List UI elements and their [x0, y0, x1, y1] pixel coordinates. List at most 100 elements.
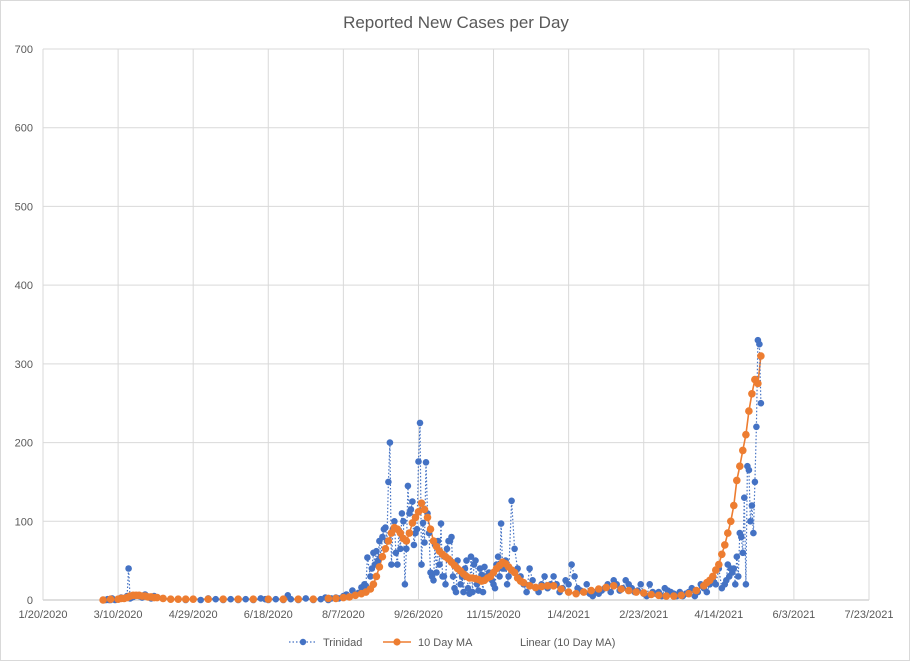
trinidad-point: [503, 581, 511, 588]
trinidad-point: [750, 529, 757, 537]
ma-point: [264, 595, 273, 603]
ma-series-layer: [103, 355, 762, 601]
trinidad-point: [703, 588, 711, 596]
ma-point: [662, 592, 671, 600]
trinidad-point: [367, 573, 374, 580]
x-tick-label: 9/26/2020: [394, 609, 443, 621]
ma-point: [219, 595, 227, 603]
trinidad-point: [565, 581, 572, 588]
ma-point: [742, 430, 750, 439]
ma-point: [617, 585, 625, 593]
ma-point: [525, 582, 534, 590]
ma-point: [654, 591, 663, 600]
ma-point: [153, 593, 161, 602]
legend-marker-10-day-ma: [393, 638, 401, 646]
ma-point: [730, 501, 738, 510]
trinidad-point: [422, 459, 430, 466]
trinidad-point: [379, 533, 386, 541]
trinidad-point: [472, 557, 479, 564]
ma-point: [369, 580, 378, 589]
trinidad-point: [419, 519, 427, 527]
ma-point: [189, 595, 197, 603]
ma-point: [174, 595, 182, 603]
ma-point: [402, 537, 411, 545]
y-tick-label: 700: [15, 44, 33, 56]
ma-point: [670, 592, 678, 600]
ma-point: [733, 476, 741, 485]
ma-point: [531, 583, 540, 592]
trinidad-point: [398, 510, 406, 517]
ma-point: [372, 572, 381, 581]
trinidad-point: [415, 458, 422, 465]
ma-point: [309, 595, 318, 603]
trinidad-point: [403, 545, 410, 553]
trinidad-point: [430, 577, 437, 584]
trinidad-point: [437, 520, 445, 527]
ma-point: [572, 589, 580, 598]
trinidad-point: [394, 561, 401, 568]
trinidad-point: [541, 573, 548, 580]
trinidad-point: [568, 561, 575, 568]
y-tick-labels: 0 100 200 300 400 500 600 700: [15, 44, 33, 607]
ma-point: [543, 582, 552, 590]
y-tick-label: 100: [15, 516, 33, 528]
trinidad-point: [401, 581, 409, 588]
ma-point: [579, 588, 588, 596]
ma-point: [602, 583, 610, 592]
ma-point: [204, 595, 212, 603]
trinidad-point: [463, 557, 470, 564]
trinidad-point: [418, 561, 425, 568]
ma-point: [181, 595, 190, 603]
trinidad-point: [508, 497, 515, 505]
ma-point: [754, 379, 762, 388]
y-tick-label: 400: [15, 280, 33, 292]
x-tick-label: 1/20/2020: [19, 609, 68, 621]
trinidad-point: [756, 340, 763, 348]
legend: Trinidad 10 Day MA Linear (10 Day MA): [289, 637, 615, 649]
trinidad-point: [443, 545, 451, 553]
trinidad-point: [523, 588, 530, 596]
legend-item-linear-10-day-ma[interactable]: Linear (10 Day MA): [520, 637, 615, 649]
ma-point: [345, 593, 354, 601]
trinidad-point: [757, 399, 765, 407]
ma-point: [378, 552, 387, 561]
y-tick-label: 200: [15, 438, 33, 450]
trinidad-point: [449, 573, 457, 580]
trinidad-point: [751, 478, 759, 486]
ma-point: [339, 593, 348, 602]
ma-point: [724, 529, 732, 537]
trinidad-point: [272, 595, 280, 603]
ma-point: [324, 594, 333, 603]
trinidad-point: [469, 588, 476, 596]
ma-point: [609, 582, 618, 590]
trinidad-point: [373, 547, 380, 555]
y-tick-label: 300: [15, 359, 33, 371]
trinidad-point: [440, 573, 448, 580]
legend-item-trinidad[interactable]: Trinidad: [289, 637, 362, 649]
x-tick-label: 11/15/2020: [466, 609, 520, 621]
trinidad-point: [125, 565, 132, 572]
ma-point: [519, 578, 528, 587]
trinidad-point: [364, 554, 371, 561]
trinidad-point: [416, 419, 424, 427]
trinidad-point: [742, 581, 750, 588]
ma-point: [715, 560, 723, 569]
y-tick-label: 600: [15, 123, 33, 135]
ma-point: [423, 513, 432, 522]
ma-point: [411, 513, 420, 522]
ma-point: [99, 596, 107, 604]
ma-point: [249, 595, 258, 603]
ma-point: [557, 585, 565, 593]
x-tick-label: 7/23/2021: [845, 609, 894, 621]
chart-title: Reported New Cases per Day: [343, 13, 569, 32]
ma-point: [718, 550, 726, 559]
trinidad-point: [739, 549, 747, 557]
ma-point: [381, 545, 390, 553]
legend-item-10-day-ma[interactable]: 10 Day MA: [383, 637, 473, 649]
trinidad-point: [467, 553, 475, 560]
ma-point: [647, 590, 655, 599]
ma-point: [426, 525, 435, 533]
ma-points-layer: [99, 352, 765, 604]
x-tick-label: 4/14/2021: [694, 609, 743, 621]
